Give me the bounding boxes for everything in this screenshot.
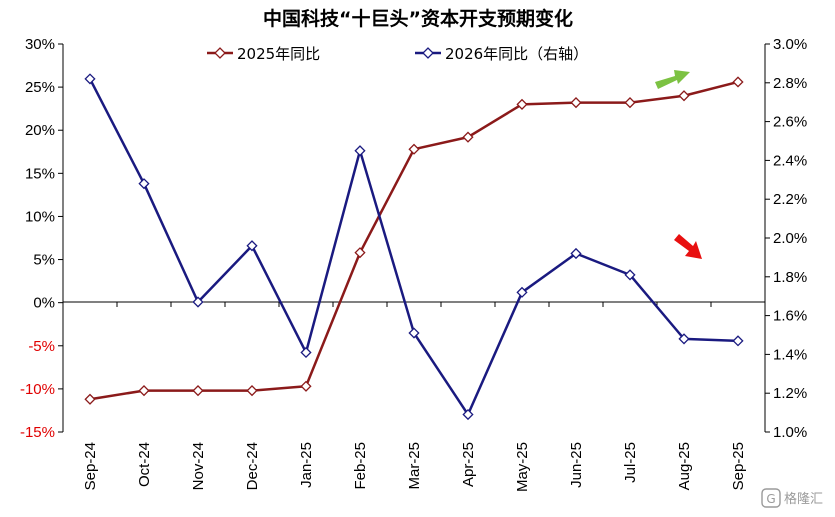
- x-tick-label: Jun-25: [568, 442, 585, 488]
- data-point-2025: [462, 131, 474, 143]
- data-point-2025: [678, 90, 690, 102]
- x-tick-label: May-25: [514, 442, 531, 492]
- left-tick-label: 30%: [25, 36, 55, 53]
- right-tick-label: 1.0%: [773, 424, 807, 441]
- legend: 2025年同比 2026年同比（右轴）: [207, 45, 588, 63]
- data-point-2025: [354, 247, 366, 259]
- right-tick-label: 1.6%: [773, 308, 807, 325]
- left-tick-label: 20%: [25, 122, 55, 139]
- right-tick-label: 1.8%: [773, 269, 807, 286]
- right-tick-label: 3.0%: [773, 36, 807, 53]
- left-tick-label: 5%: [33, 252, 55, 269]
- left-tick-label: 0%: [33, 295, 55, 312]
- x-tick-label: Sep-25: [730, 442, 747, 490]
- data-point-2026: [300, 346, 312, 359]
- data-point-2025: [300, 380, 312, 392]
- right-tick-label: 2.2%: [773, 191, 807, 208]
- x-tick-label: Apr-25: [460, 442, 477, 487]
- watermark-logo-icon: [761, 488, 781, 508]
- legend-label-2025: 2025年同比: [237, 45, 320, 63]
- data-point-2026: [624, 269, 636, 281]
- data-point-2026: [570, 247, 582, 260]
- data-point-2025: [192, 385, 204, 397]
- data-point-2026: [84, 73, 96, 85]
- x-tick-label: Aug-25: [676, 442, 693, 490]
- right-tick-label: 2.8%: [773, 75, 807, 92]
- data-point-2025: [138, 385, 150, 397]
- x-tick-label: Feb-25: [352, 442, 369, 490]
- x-tick-label: Dec-24: [244, 442, 261, 490]
- x-tick-label: Nov-24: [190, 442, 207, 490]
- data-point-2026: [462, 408, 474, 421]
- data-point-2025: [516, 98, 528, 110]
- x-tick-label: Sep-24: [82, 442, 99, 490]
- x-tick-label: Jul-25: [622, 442, 639, 483]
- data-point-2025: [84, 393, 96, 405]
- series-group: [84, 73, 744, 421]
- watermark-text: 格隆汇: [784, 491, 823, 507]
- x-tick-label: Jan-25: [298, 442, 315, 488]
- x-tick-label: Oct-24: [136, 442, 153, 487]
- data-point-2026: [354, 145, 366, 157]
- right-tick-label: 2.0%: [773, 230, 807, 247]
- data-point-2025: [732, 76, 744, 88]
- data-point-2025: [570, 97, 582, 109]
- watermark-logo-glyph: G: [766, 492, 775, 506]
- right-tick-label: 1.2%: [773, 385, 807, 402]
- axes: 30% 25% 20% 15% 10% 5% 0% -5% -10% -15% 3.0% 2.8% 2.…: [20, 36, 807, 492]
- data-point-2025: [408, 143, 420, 155]
- left-tick-label: 15%: [25, 165, 55, 182]
- left-tick-label: -15%: [20, 424, 55, 441]
- red-down-arrow: [674, 234, 702, 259]
- left-tick-label: -10%: [20, 381, 55, 398]
- data-point-2025: [246, 385, 258, 397]
- right-tick-label: 1.4%: [773, 346, 807, 363]
- data-point-2026: [138, 178, 150, 190]
- legend-marker-2025: [214, 47, 226, 59]
- right-tick-label: 2.4%: [773, 152, 807, 169]
- data-point-2026: [408, 327, 420, 339]
- data-point-2026: [732, 335, 744, 347]
- x-tick-label: Mar-25: [406, 442, 423, 490]
- left-tick-label: 25%: [25, 79, 55, 96]
- data-point-2026: [678, 333, 690, 345]
- series-line-2026: [88, 78, 739, 416]
- left-tick-label: 10%: [25, 208, 55, 225]
- right-tick-label: 2.6%: [773, 114, 807, 131]
- green-up-arrow: [655, 70, 690, 89]
- data-point-2026: [516, 286, 528, 298]
- watermark: G 格隆汇: [761, 488, 823, 508]
- legend-marker-2026: [422, 47, 434, 59]
- chart-title: 中国科技“十巨头”资本开支预期变化: [263, 7, 573, 30]
- data-point-2026: [246, 240, 258, 252]
- legend-label-2026: 2026年同比（右轴）: [445, 45, 588, 63]
- data-point-2025: [624, 97, 636, 109]
- series-line-2025: [89, 80, 739, 401]
- left-tick-label: -5%: [28, 338, 55, 355]
- data-point-2026: [192, 296, 204, 308]
